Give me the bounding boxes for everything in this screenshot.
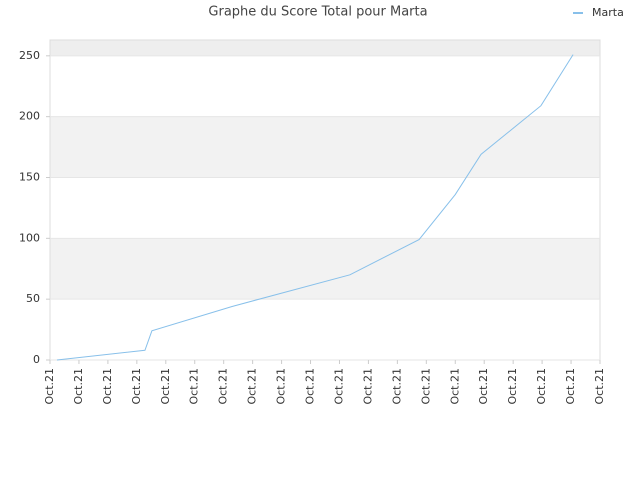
x-tick-label: Oct.21 — [101, 368, 114, 405]
x-tick-label: Oct.21 — [448, 368, 461, 405]
x-tick-label: Oct.21 — [332, 368, 345, 405]
x-tick-label: Oct.21 — [535, 368, 548, 405]
x-tick-label: Oct.21 — [419, 368, 432, 405]
x-tick-label: Oct.21 — [593, 368, 606, 405]
x-tick-label: Oct.21 — [390, 368, 403, 405]
x-tick-label: Oct.21 — [43, 368, 56, 405]
x-tick-label: Oct.21 — [477, 368, 490, 405]
x-tick-label: Oct.21 — [159, 368, 172, 405]
y-tick-label: 200 — [19, 110, 40, 123]
x-tick-label: Oct.21 — [506, 368, 519, 405]
chart-title: Graphe du Score Total pour Marta — [208, 5, 427, 20]
band — [50, 40, 600, 56]
band — [50, 116, 600, 178]
x-tick-label: Oct.21 — [564, 368, 577, 405]
line — [56, 54, 574, 361]
x-tick-label: Oct.21 — [304, 368, 317, 405]
y-tick-label: 0 — [33, 353, 40, 366]
x-tick-label: Oct.21 — [246, 368, 259, 405]
y-tick-label: 100 — [19, 231, 40, 244]
legend-label: Marta — [592, 6, 624, 19]
x-tick-label: Oct.21 — [72, 368, 85, 405]
x-tick-label: Oct.21 — [275, 368, 288, 405]
band — [50, 238, 600, 300]
x-tick-label: Oct.21 — [217, 368, 230, 405]
y-tick-label: 150 — [19, 170, 40, 183]
plot-frame — [49, 39, 601, 361]
x-tick-label: Oct.21 — [130, 368, 143, 405]
y-tick-label: 50 — [26, 292, 40, 305]
x-tick-label: Oct.21 — [361, 368, 374, 405]
y-tick-label: 250 — [19, 49, 40, 62]
x-tick-label: Oct.21 — [188, 368, 201, 405]
